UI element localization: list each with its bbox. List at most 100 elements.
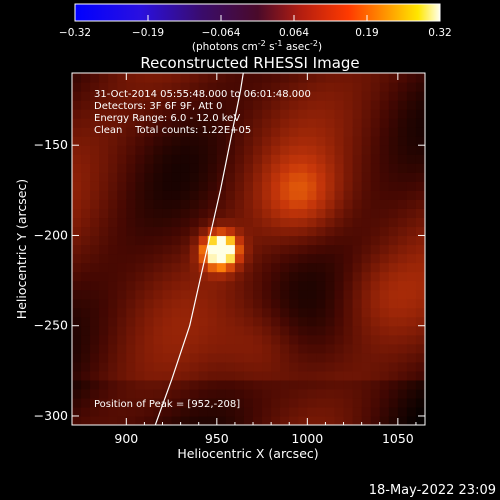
- heatmap-cell: [172, 235, 182, 245]
- heatmap-cell: [407, 82, 417, 92]
- heatmap-cell: [208, 290, 218, 300]
- heatmap-cell: [398, 181, 408, 191]
- heatmap-cell: [325, 281, 335, 291]
- heatmap-cell: [117, 263, 127, 273]
- heatmap-cell: [108, 416, 118, 426]
- heatmap-cell: [271, 163, 281, 173]
- heatmap-cell: [334, 82, 344, 92]
- heatmap-cell: [126, 362, 136, 372]
- heatmap-cell: [262, 335, 272, 345]
- heatmap-cell: [307, 118, 317, 128]
- heatmap-cell: [262, 263, 272, 273]
- heatmap-cell: [389, 362, 399, 372]
- heatmap-cell: [262, 290, 272, 300]
- heatmap-cell: [271, 190, 281, 200]
- heatmap-cell: [416, 235, 426, 245]
- heatmap-cell: [298, 109, 308, 119]
- heatmap-cell: [271, 308, 281, 318]
- heatmap-cell: [280, 217, 290, 227]
- heatmap-cell: [407, 272, 417, 282]
- heatmap-cell: [199, 226, 209, 236]
- heatmap-cell: [371, 317, 381, 327]
- heatmap-cell: [371, 344, 381, 354]
- heatmap-cell: [316, 226, 326, 236]
- heatmap-cell: [108, 326, 118, 336]
- heatmap-cell: [235, 190, 245, 200]
- heatmap-cell: [81, 235, 91, 245]
- heatmap-cell: [280, 344, 290, 354]
- heatmap-cell: [416, 82, 426, 92]
- heatmap-cell: [280, 145, 290, 155]
- heatmap-cell: [117, 362, 127, 372]
- heatmap-cell: [81, 344, 91, 354]
- heatmap-cell: [126, 281, 136, 291]
- heatmap-cell: [307, 263, 317, 273]
- heatmap-cell: [172, 416, 182, 426]
- heatmap-cell: [181, 136, 191, 146]
- heatmap-cell: [81, 326, 91, 336]
- heatmap-cell: [244, 73, 254, 83]
- heatmap-cell: [172, 272, 182, 282]
- colorbar-tick-label: 0.19: [355, 27, 378, 39]
- heatmap-cell: [153, 281, 163, 291]
- heatmap-cell: [172, 344, 182, 354]
- heatmap-cell: [172, 145, 182, 155]
- heatmap-cell: [244, 308, 254, 318]
- heatmap-cell: [398, 407, 408, 417]
- heatmap-cell: [380, 344, 390, 354]
- heatmap-cell: [181, 371, 191, 381]
- heatmap-cell: [217, 290, 227, 300]
- heatmap-cell: [135, 172, 145, 182]
- heatmap-cell: [371, 308, 381, 318]
- x-tick-label: 1000: [291, 431, 323, 446]
- heatmap-cell: [72, 371, 82, 381]
- heatmap-cell: [362, 136, 372, 146]
- heatmap-cell: [117, 344, 127, 354]
- heatmap-cell: [226, 73, 236, 83]
- heatmap-cell: [289, 136, 299, 146]
- heatmap-cell: [325, 362, 335, 372]
- heatmap-cell: [334, 416, 344, 426]
- heatmap-cell: [226, 235, 236, 245]
- heatmap-cell: [117, 208, 127, 218]
- heatmap-cell: [81, 109, 91, 119]
- heatmap-cell: [81, 272, 91, 282]
- heatmap-cell: [235, 326, 245, 336]
- heatmap-cell: [344, 407, 354, 417]
- heatmap-cell: [153, 172, 163, 182]
- heatmap-cell: [72, 290, 82, 300]
- heatmap-cell: [298, 199, 308, 209]
- heatmap-cell: [217, 281, 227, 291]
- heatmap-cell: [362, 91, 372, 101]
- heatmap-cell: [163, 154, 173, 164]
- heatmap-cell: [398, 163, 408, 173]
- heatmap-cell: [108, 299, 118, 309]
- heatmap-cell: [99, 145, 109, 155]
- heatmap-cell: [99, 281, 109, 291]
- heatmap-cell: [316, 281, 326, 291]
- heatmap-cell: [416, 407, 426, 417]
- heatmap-cell: [371, 100, 381, 110]
- heatmap-cell: [144, 416, 154, 426]
- heatmap-cell: [362, 118, 372, 128]
- heatmap-cell: [398, 272, 408, 282]
- heatmap-cell: [298, 362, 308, 372]
- heatmap-cell: [135, 163, 145, 173]
- heatmap-cell: [172, 389, 182, 399]
- heatmap-cell: [163, 416, 173, 426]
- heatmap-cell: [298, 299, 308, 309]
- heatmap-cell: [407, 217, 417, 227]
- heatmap-cell: [262, 145, 272, 155]
- heatmap-cell: [316, 263, 326, 273]
- heatmap-cell: [153, 136, 163, 146]
- heatmap-cell: [253, 416, 263, 426]
- heatmap-cell: [407, 208, 417, 218]
- heatmap-cell: [307, 109, 317, 119]
- heatmap-cell: [190, 263, 200, 273]
- heatmap-cell: [298, 154, 308, 164]
- heatmap-cell: [362, 281, 372, 291]
- heatmap-cell: [117, 380, 127, 390]
- heatmap-cell: [72, 389, 82, 399]
- heatmap-cell: [271, 109, 281, 119]
- heatmap-cell: [334, 199, 344, 209]
